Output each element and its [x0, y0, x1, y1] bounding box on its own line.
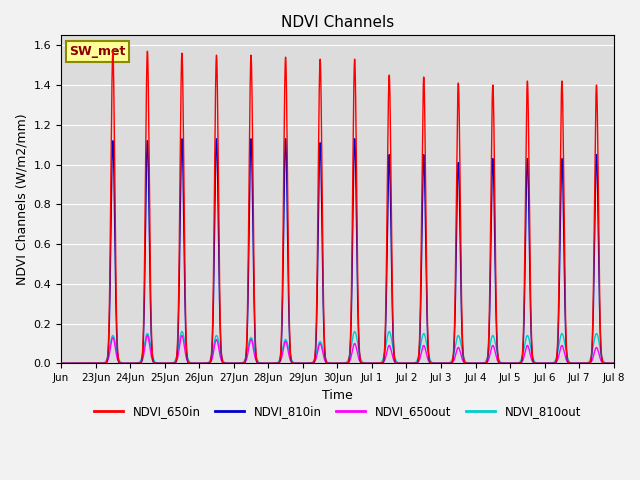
Y-axis label: NDVI Channels (W/m2/mm): NDVI Channels (W/m2/mm) [15, 114, 28, 285]
NDVI_810out [106, 340, 114, 346]
NDVI_650in [610, 360, 618, 366]
NDVI_650in [109, 48, 116, 54]
Line: NDVI_650in: NDVI_650in [61, 51, 614, 363]
NDVI_650out [210, 349, 218, 355]
NDVI_650in [106, 228, 114, 234]
NDVI_810in [210, 298, 218, 304]
NDVI_810in [106, 266, 114, 272]
NDVI_650out [143, 333, 151, 338]
NDVI_650in [484, 336, 492, 342]
NDVI_650out [563, 358, 570, 363]
NDVI_810in [525, 217, 533, 223]
NDVI_650out [525, 346, 533, 352]
NDVI_650out [248, 337, 255, 343]
NDVI_650in [248, 59, 255, 65]
NDVI_810out [210, 343, 218, 349]
X-axis label: Time: Time [322, 389, 353, 402]
NDVI_810out [563, 351, 570, 357]
NDVI_810in [610, 360, 618, 366]
NDVI_810out [525, 336, 533, 342]
Line: NDVI_650out: NDVI_650out [61, 336, 614, 363]
Text: SW_met: SW_met [69, 45, 125, 58]
NDVI_650in [525, 163, 533, 168]
NDVI_810out [484, 349, 492, 355]
NDVI_810in [484, 343, 492, 348]
Line: NDVI_810out: NDVI_810out [61, 332, 614, 363]
NDVI_810in [563, 350, 570, 356]
NDVI_650out [484, 357, 492, 362]
NDVI_650out [106, 345, 114, 351]
NDVI_810out [178, 329, 186, 335]
NDVI_810out [610, 360, 618, 366]
NDVI_810in [57, 360, 65, 366]
NDVI_810in [178, 136, 186, 142]
NDVI_810out [57, 360, 65, 366]
NDVI_810out [248, 335, 255, 341]
NDVI_650in [57, 360, 65, 366]
NDVI_650out [57, 360, 65, 366]
NDVI_650in [563, 346, 570, 352]
Title: NDVI Channels: NDVI Channels [281, 15, 394, 30]
NDVI_810in [248, 141, 255, 146]
NDVI_650in [210, 275, 218, 281]
NDVI_650out [610, 360, 618, 366]
Legend: NDVI_650in, NDVI_810in, NDVI_650out, NDVI_810out: NDVI_650in, NDVI_810in, NDVI_650out, NDV… [89, 401, 586, 423]
Line: NDVI_810in: NDVI_810in [61, 139, 614, 363]
